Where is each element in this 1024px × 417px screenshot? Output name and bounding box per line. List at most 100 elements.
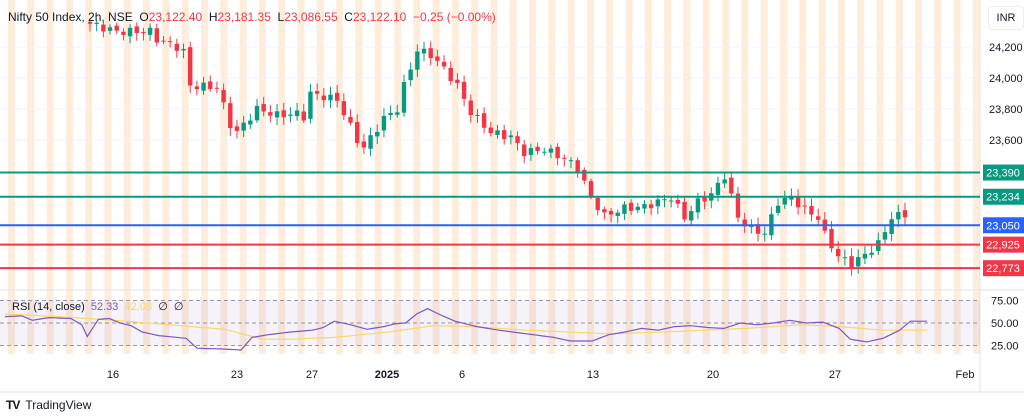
candle-body bbox=[468, 100, 473, 116]
session-stripe bbox=[818, 0, 826, 354]
session-stripe bbox=[567, 0, 575, 354]
candle-body bbox=[542, 151, 547, 153]
rsi-line bbox=[4, 307, 927, 351]
rsi-legend: RSI (14, close) 52.33 42.08 ∅ ∅ bbox=[12, 300, 184, 313]
session-stripe bbox=[162, 0, 170, 354]
candle-body bbox=[648, 204, 654, 209]
candle-body bbox=[568, 160, 574, 162]
candle-body bbox=[588, 181, 594, 197]
session-stripe bbox=[876, 0, 884, 354]
candle-body bbox=[134, 26, 139, 33]
session-stripe bbox=[702, 0, 710, 354]
session-stripe bbox=[85, 0, 93, 354]
candle-body bbox=[522, 144, 527, 157]
session-stripe bbox=[27, 0, 35, 354]
session-stripe bbox=[548, 0, 556, 354]
session-stripe bbox=[104, 0, 112, 354]
level-label: 23,050 bbox=[986, 220, 1020, 232]
candle-body bbox=[194, 86, 200, 90]
session-stripe bbox=[143, 0, 151, 354]
x-tick-label: 13 bbox=[587, 369, 599, 381]
candle-body bbox=[595, 197, 600, 211]
rsi-extra-1: ∅ bbox=[158, 301, 168, 313]
candle-body bbox=[154, 28, 160, 43]
candle-body bbox=[268, 112, 273, 116]
candle-body bbox=[729, 177, 734, 194]
candle-body bbox=[775, 205, 781, 213]
low-value: 23,086.55 bbox=[284, 10, 338, 24]
candle-body bbox=[161, 40, 166, 42]
rsi-label: RSI (14, close) bbox=[12, 301, 85, 313]
candle-body bbox=[528, 148, 534, 155]
candle-body bbox=[575, 160, 580, 172]
candle-body bbox=[795, 196, 801, 208]
currency-button[interactable]: INR bbox=[988, 6, 1024, 30]
candle-body bbox=[809, 206, 814, 215]
candle-body bbox=[214, 87, 220, 89]
candle-body bbox=[127, 27, 133, 37]
tradingview-logo-icon: TV bbox=[6, 398, 20, 412]
candle-body bbox=[368, 135, 373, 149]
candle-body bbox=[341, 101, 347, 116]
session-stripe bbox=[490, 0, 498, 354]
tradingview-branding[interactable]: TV TradingView bbox=[6, 398, 91, 412]
candle-body bbox=[274, 111, 280, 118]
rsi-tick-label: 75.00 bbox=[991, 296, 1019, 308]
rsi-tick-label: 25.00 bbox=[991, 341, 1019, 353]
candle-body bbox=[869, 252, 874, 255]
high-value: 23,181.35 bbox=[217, 10, 271, 24]
rsi-tick-label: 50.00 bbox=[991, 318, 1019, 330]
session-stripe bbox=[760, 0, 768, 354]
candle-body bbox=[668, 200, 674, 202]
session-stripe bbox=[374, 0, 382, 354]
candle-body bbox=[408, 69, 413, 81]
candle-body bbox=[628, 202, 634, 211]
session-stripe bbox=[857, 0, 865, 354]
candle-body bbox=[328, 94, 333, 101]
candle-body bbox=[301, 111, 306, 121]
candle-body bbox=[562, 157, 567, 159]
candle-body bbox=[762, 233, 767, 235]
candle-body bbox=[535, 146, 540, 151]
session-stripe bbox=[413, 0, 421, 354]
candle-body bbox=[782, 198, 787, 205]
candle-body bbox=[481, 113, 487, 128]
candle-body bbox=[421, 48, 427, 54]
candle-body bbox=[167, 41, 173, 43]
x-tick-label: 2025 bbox=[375, 369, 399, 381]
candle-body bbox=[702, 196, 707, 202]
candle-body bbox=[121, 31, 126, 35]
close-label: C bbox=[344, 10, 353, 24]
candle-body bbox=[695, 198, 701, 213]
low-label: L bbox=[277, 10, 285, 24]
session-stripe bbox=[664, 0, 672, 354]
level-label: 22,773 bbox=[986, 263, 1020, 275]
candle-body bbox=[141, 32, 146, 34]
x-tick-label: 16 bbox=[107, 369, 119, 381]
symbol-title: Nifty 50 Index, 2h, NSE bbox=[8, 10, 133, 24]
candle-body bbox=[261, 104, 266, 112]
candle-body bbox=[181, 48, 186, 51]
level-badge bbox=[983, 217, 1024, 234]
candle-body bbox=[755, 224, 761, 234]
candle-body bbox=[455, 79, 460, 83]
session-stripe bbox=[722, 0, 730, 354]
candle-body bbox=[856, 257, 861, 267]
candle-body bbox=[381, 115, 387, 131]
candle-body bbox=[348, 116, 353, 123]
candle-body bbox=[415, 51, 420, 70]
candle-body bbox=[608, 210, 614, 215]
session-stripe bbox=[336, 0, 344, 354]
x-tick-label: 27 bbox=[829, 369, 841, 381]
session-stripe bbox=[355, 0, 363, 354]
candle-body bbox=[254, 105, 260, 121]
candle-body bbox=[715, 182, 721, 195]
candle-body bbox=[188, 47, 193, 86]
open-label: O bbox=[139, 10, 149, 24]
session-stripe bbox=[451, 0, 459, 354]
candle-body bbox=[221, 89, 226, 103]
candle-body bbox=[401, 82, 407, 113]
level-badge bbox=[983, 260, 1024, 277]
candle-body bbox=[228, 103, 233, 129]
